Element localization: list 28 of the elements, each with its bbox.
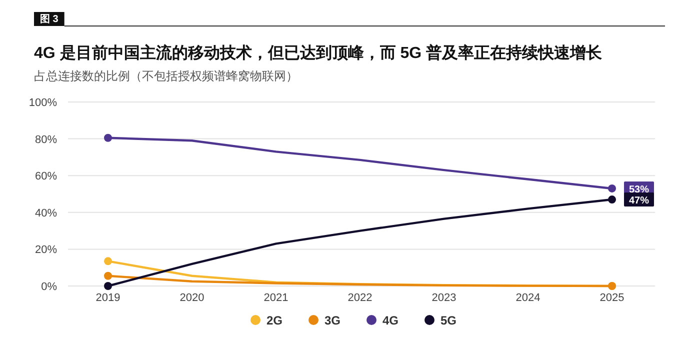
y-tick-label: 20% bbox=[34, 244, 58, 256]
y-tick-label: 40% bbox=[34, 207, 58, 220]
point bbox=[104, 257, 112, 266]
caption: 图 3 bbox=[40, 14, 59, 25]
data-label: 47% bbox=[628, 196, 650, 207]
legend-label: 2G bbox=[266, 314, 283, 328]
chart-title: 4G 是目前中国主流的移动技术，但已达到顶峰，而 5G 普及率正在持续快速增长 bbox=[34, 43, 604, 62]
legend-label: 3G bbox=[324, 314, 341, 328]
chart-subtitle: 占总连接数的比例（不包括授权频谱蜂窝物联网） bbox=[34, 69, 298, 83]
point bbox=[104, 282, 112, 290]
point bbox=[104, 272, 112, 280]
x-tick-label: 2022 bbox=[348, 292, 372, 304]
legend-label: 5G bbox=[440, 314, 457, 328]
x-tick-label: 2024 bbox=[516, 292, 540, 304]
y-tick-label: 80% bbox=[34, 134, 58, 146]
y-tick-label: 0% bbox=[41, 281, 58, 293]
legend-label: 4G bbox=[382, 314, 399, 328]
y-tick-label: 100% bbox=[28, 97, 58, 109]
y-tick-label: 60% bbox=[34, 170, 58, 183]
data-label: 53% bbox=[628, 184, 650, 196]
point bbox=[608, 184, 616, 192]
point bbox=[104, 134, 112, 142]
x-tick-label: 2021 bbox=[264, 292, 288, 304]
x-tick-label: 2025 bbox=[600, 292, 624, 304]
x-tick-label: 2020 bbox=[180, 292, 204, 304]
x-tick-label: 2019 bbox=[96, 292, 120, 304]
point bbox=[608, 196, 616, 204]
x-tick-label: 2023 bbox=[432, 292, 456, 304]
